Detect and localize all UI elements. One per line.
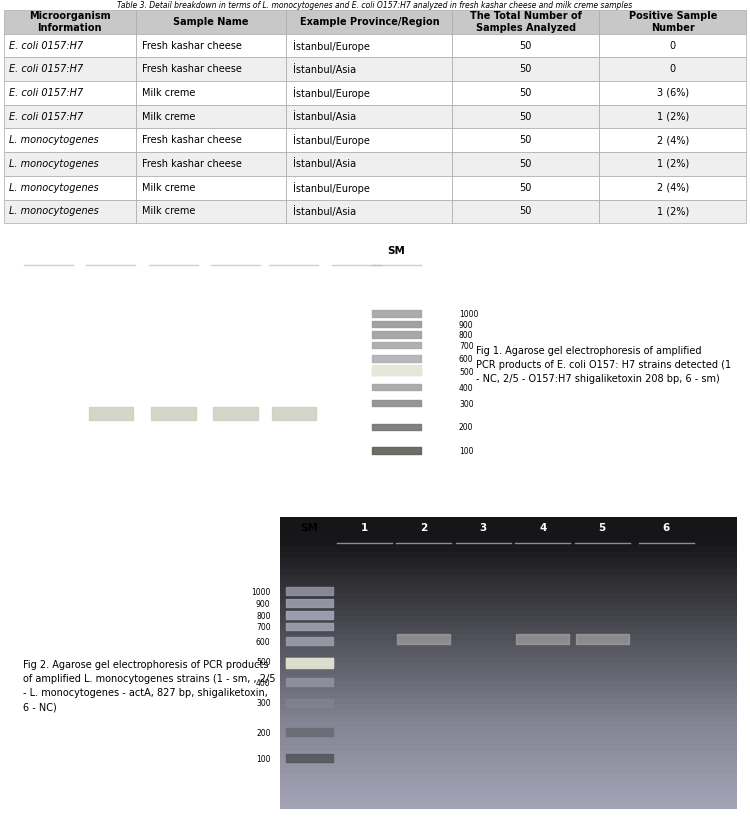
Bar [280, 534, 737, 540]
Bar [280, 704, 737, 710]
Text: 6: 6 [352, 247, 360, 257]
Text: 3: 3 [170, 247, 177, 257]
Bar [280, 768, 737, 774]
Bar [280, 721, 737, 727]
Bar [280, 528, 737, 534]
Bar [280, 780, 737, 786]
Bar [280, 540, 737, 546]
Text: 5: 5 [290, 247, 298, 257]
Bar [280, 622, 737, 628]
Bar [280, 716, 737, 721]
Text: 600: 600 [256, 638, 271, 647]
Bar [280, 681, 737, 686]
Text: 700: 700 [459, 342, 473, 351]
Text: 600: 600 [459, 355, 473, 364]
Bar [280, 774, 737, 780]
Bar [280, 739, 737, 745]
Text: 500: 500 [459, 368, 473, 377]
Text: 2: 2 [420, 523, 428, 533]
Bar [280, 792, 737, 798]
Bar [280, 604, 737, 610]
Bar [280, 587, 737, 593]
Text: 1000: 1000 [459, 310, 478, 319]
Text: 1000: 1000 [251, 589, 271, 597]
Bar [280, 546, 737, 552]
Bar [280, 745, 737, 751]
Text: 900: 900 [256, 600, 271, 609]
Text: 1: 1 [45, 247, 52, 257]
Bar [280, 517, 737, 522]
Text: 200: 200 [459, 423, 473, 432]
Text: 500: 500 [256, 659, 271, 667]
Text: 400: 400 [256, 679, 271, 688]
Bar [280, 733, 737, 739]
Text: 200: 200 [256, 729, 271, 737]
Bar [280, 675, 737, 681]
Bar [280, 640, 737, 645]
Bar [280, 692, 737, 698]
Bar [280, 593, 737, 599]
Bar [280, 563, 737, 569]
Bar [280, 663, 737, 669]
Bar [280, 645, 737, 651]
Text: 100: 100 [256, 755, 271, 764]
Text: 1: 1 [361, 523, 368, 533]
Bar [280, 803, 737, 809]
Bar [280, 581, 737, 587]
Bar [280, 786, 737, 792]
Bar [280, 575, 737, 581]
Text: 800: 800 [256, 612, 271, 620]
Bar [280, 651, 737, 657]
Text: 4: 4 [539, 523, 547, 533]
Bar [280, 757, 737, 762]
Bar [280, 628, 737, 634]
Text: 100: 100 [459, 447, 473, 456]
Text: 900: 900 [459, 321, 473, 329]
Text: 6: 6 [663, 523, 670, 533]
Text: 700: 700 [256, 624, 271, 632]
Text: 400: 400 [459, 384, 473, 393]
Text: 300: 300 [256, 700, 271, 708]
Bar [280, 710, 737, 716]
Bar [280, 599, 737, 604]
Bar [280, 669, 737, 675]
Bar [280, 657, 737, 663]
Text: 3: 3 [480, 523, 487, 533]
Text: 5: 5 [598, 523, 606, 533]
Text: 2: 2 [107, 247, 115, 257]
Bar [280, 569, 737, 575]
Bar [280, 762, 737, 768]
Text: Fig 1. Agarose gel electrophoresis of amplified
PCR products of E. coli O157: H7: Fig 1. Agarose gel electrophoresis of am… [476, 345, 730, 384]
Bar [280, 634, 737, 640]
Text: Fig 2. Agarose gel electrophoresis of PCR products
of amplified L. monocytogenes: Fig 2. Agarose gel electrophoresis of PC… [22, 660, 275, 712]
Bar [280, 552, 737, 558]
Text: SM: SM [388, 247, 406, 257]
Bar [280, 616, 737, 622]
Text: 300: 300 [459, 400, 473, 409]
Text: 4: 4 [232, 247, 239, 257]
Bar [280, 727, 737, 733]
Bar [280, 698, 737, 704]
Text: SM: SM [301, 523, 319, 533]
Bar [280, 798, 737, 803]
Bar [280, 610, 737, 616]
Bar [280, 751, 737, 757]
Text: Table 3. Detail breakdown in terms of L. monocytogenes and E. coli O157:H7 analy: Table 3. Detail breakdown in terms of L.… [117, 1, 632, 9]
Bar [280, 558, 737, 563]
Text: 800: 800 [459, 331, 473, 340]
Bar [280, 522, 737, 528]
Bar [280, 686, 737, 692]
